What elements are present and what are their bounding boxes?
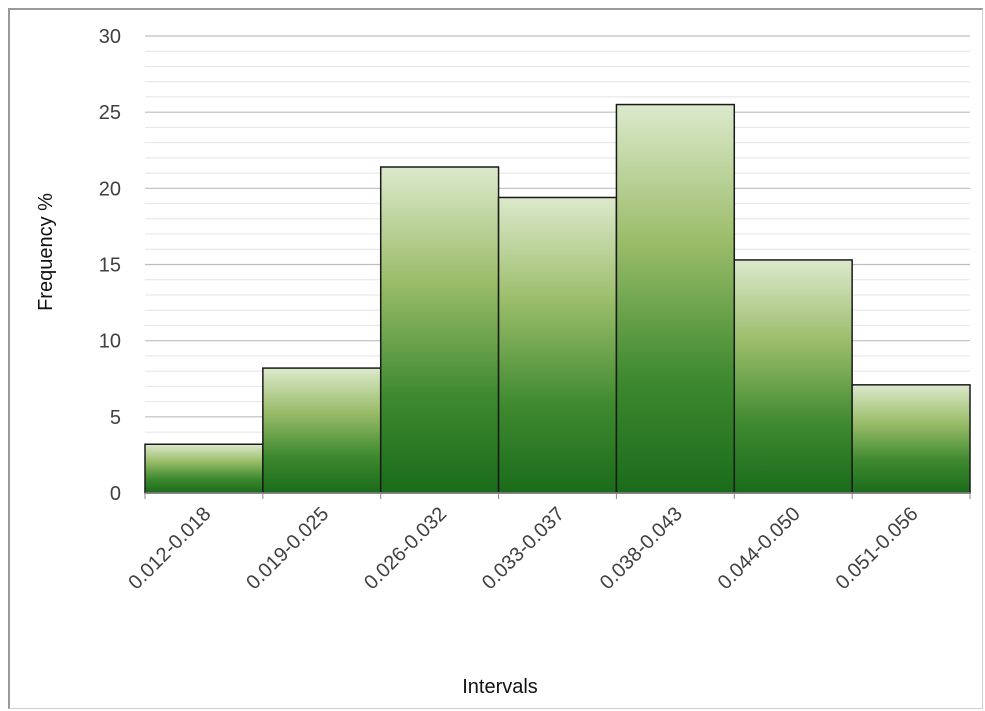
- bar-0.012-0.018: [144, 443, 264, 494]
- bar-0.051-0.056: [851, 384, 971, 494]
- bar-0.038-0.043: [615, 103, 736, 494]
- y-tick-label: 25: [99, 102, 121, 124]
- y-tick-label: 15: [99, 255, 121, 277]
- y-tick-labels: 0 5 10 15 20 25 30: [99, 26, 121, 505]
- bar-0.033-0.037: [497, 196, 618, 494]
- y-tick-label: 0: [110, 483, 121, 505]
- x-tick-labels: 0.012-0.018 0.019-0.025 0.026-0.032 0.033-0…: [124, 503, 922, 594]
- y-tick-label: 30: [99, 26, 121, 48]
- x-tick-label: 0.051-0.056: [832, 503, 923, 594]
- x-tick-label: 0.038-0.043: [596, 503, 687, 594]
- bar-0.019-0.025: [262, 367, 382, 494]
- bars: [144, 103, 971, 494]
- x-tick-label: 0.012-0.018: [124, 503, 215, 594]
- x-tick-label: 0.044-0.050: [714, 503, 805, 594]
- x-tick-label: 0.019-0.025: [242, 503, 333, 594]
- x-tick-label: 0.033-0.037: [478, 503, 569, 594]
- y-tick-label: 20: [99, 178, 121, 200]
- x-tick-label: 0.026-0.032: [360, 503, 451, 594]
- x-axis-title: Intervals: [462, 676, 538, 698]
- y-axis-title: Frequency %: [35, 193, 57, 311]
- bar-0.026-0.032: [379, 166, 500, 494]
- axes: [144, 492, 971, 499]
- y-tick-label: 5: [110, 407, 121, 429]
- y-tick-label: 10: [99, 331, 121, 353]
- bar-0.044-0.050: [733, 259, 853, 494]
